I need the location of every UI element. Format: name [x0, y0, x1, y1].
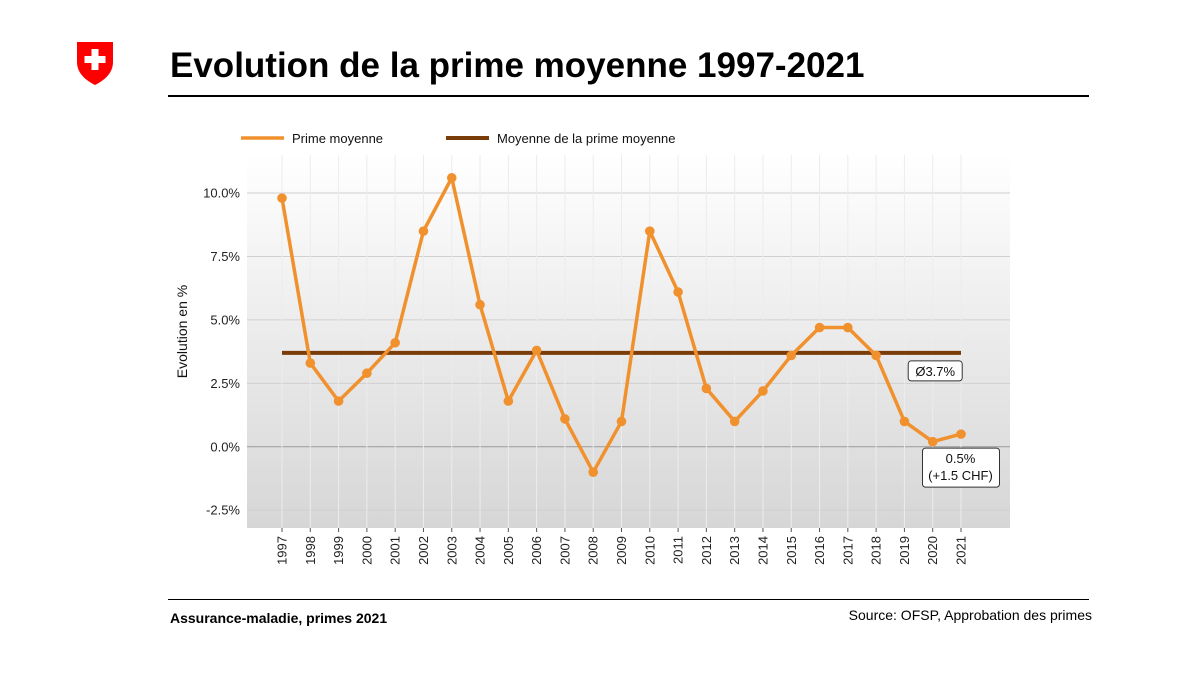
x-tick-label: 2020: [925, 536, 940, 565]
x-tick-label: 2007: [557, 536, 572, 565]
x-tick-label: 2008: [586, 536, 601, 565]
data-point: [616, 416, 627, 427]
x-tick-label: 2004: [473, 536, 488, 565]
data-point: [390, 337, 400, 348]
data-point: [305, 358, 316, 368]
y-tick-label: 7.5%: [210, 249, 240, 264]
plot-background: [247, 155, 1010, 528]
data-point: [956, 429, 966, 439]
data-point: [588, 467, 599, 477]
x-tick-label: 2011: [671, 536, 686, 564]
data-point: [503, 396, 514, 406]
data-point: [786, 350, 797, 361]
data-point: [531, 345, 542, 356]
data-point: [333, 396, 344, 406]
x-tick-label: 2010: [642, 536, 657, 565]
average-annotation-label: Ø3.7%: [915, 364, 955, 379]
legend-label: Prime moyenne: [292, 131, 383, 146]
data-point: [277, 193, 287, 203]
data-point: [644, 226, 655, 236]
footer-source: Source: OFSP, Approbation des primes: [848, 607, 1092, 623]
data-point: [729, 416, 740, 427]
x-tick-label: 2002: [416, 536, 431, 565]
y-axis-title: Evolution en %: [174, 285, 190, 378]
title-divider: [168, 95, 1089, 97]
data-point: [701, 383, 712, 394]
x-tick-label: 2021: [954, 536, 969, 565]
y-tick-label: 5.0%: [210, 312, 240, 327]
data-point: [560, 414, 570, 424]
data-point: [362, 368, 372, 379]
x-tick-label: 2012: [699, 536, 714, 565]
x-tick-label: 2006: [529, 536, 544, 565]
footer-caption: Assurance-maladie, primes 2021: [170, 610, 388, 626]
data-point: [758, 386, 768, 396]
y-tick-label: 0.0%: [210, 439, 240, 454]
y-tick-label: 2.5%: [210, 376, 240, 391]
last-value-annotation-line: 0.5%: [946, 451, 976, 466]
data-point: [475, 299, 485, 310]
y-tick-label: 10.0%: [203, 186, 240, 201]
data-point: [843, 322, 853, 333]
x-tick-label: 2001: [388, 536, 403, 565]
x-tick-label: 2005: [501, 536, 516, 565]
line-chart: -2.5% 0.0% 2.5% 5.0% 7.5% 10.0% Evolution en %…: [174, 131, 1010, 565]
average-annotation-box: [907, 360, 963, 382]
page-title: Evolution de la prime moyenne 1997-2021: [170, 46, 865, 85]
data-point: [418, 226, 429, 236]
legend-label: Moyenne de la prime moyenne: [497, 131, 676, 146]
data-point: [673, 287, 683, 297]
data-point: [871, 350, 881, 361]
swiss-cross-shield-icon: [77, 42, 113, 85]
x-tick-label: 2017: [840, 536, 855, 565]
x-tick-label: 2015: [784, 536, 799, 565]
x-tick-label: 2003: [444, 536, 459, 565]
x-tick-label: 1999: [331, 536, 346, 565]
y-tick-label: -2.5%: [206, 503, 240, 518]
x-tick-label: 2018: [869, 536, 884, 565]
x-tick-label: 2016: [812, 536, 827, 565]
x-tick-label: 1998: [303, 536, 318, 565]
data-point: [899, 416, 910, 427]
data-point: [927, 436, 938, 447]
x-tick-label: 2009: [614, 536, 629, 565]
last-value-annotation-line: (+1.5 CHF): [928, 468, 993, 483]
footer-divider: [168, 599, 1089, 600]
x-tick-label: 2013: [727, 536, 742, 565]
data-point: [814, 322, 825, 333]
last-value-annotation-box: [922, 447, 1000, 488]
data-point: [446, 173, 457, 183]
x-tick-label: 2019: [897, 536, 912, 565]
x-tick-label: 2000: [359, 536, 374, 565]
x-tick-label: 1997: [275, 536, 290, 565]
x-tick-label: 2014: [755, 536, 770, 565]
